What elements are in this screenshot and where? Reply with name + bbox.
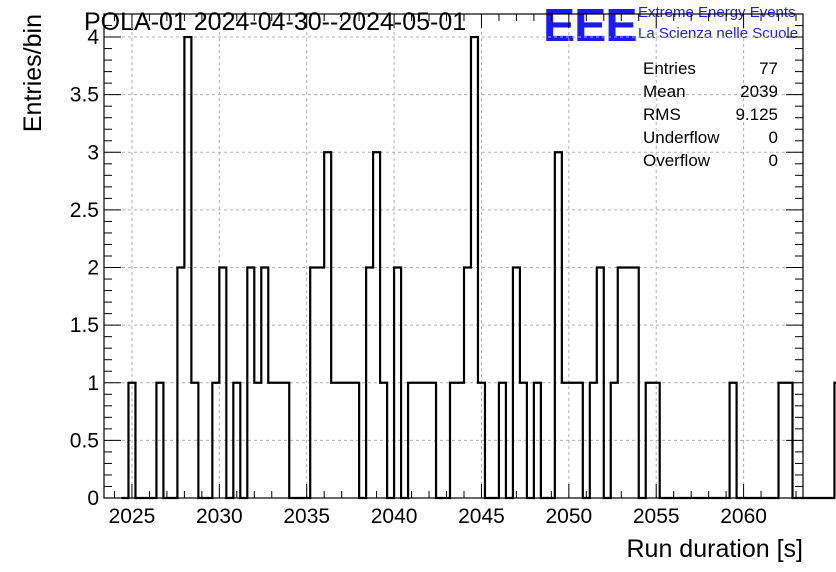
stat-value: 9.125 <box>735 105 778 124</box>
x-tick-label: 2045 <box>458 505 505 528</box>
stat-value: 0 <box>768 151 778 170</box>
y-tick-label: 0.5 <box>70 429 99 452</box>
stat-label: Overflow <box>643 151 711 170</box>
x-tick-label: 2055 <box>633 505 680 528</box>
x-tick-label: 2050 <box>545 505 592 528</box>
stat-label: RMS <box>643 105 681 124</box>
stat-value: 77 <box>759 59 778 78</box>
x-tick-label: 2035 <box>283 505 330 528</box>
x-tick-label: 2030 <box>196 505 243 528</box>
y-tick-label: 1 <box>87 372 99 395</box>
x-tick-label: 2025 <box>109 505 156 528</box>
y-axis-label: Entries/bin <box>19 14 47 132</box>
y-tick-label: 2 <box>87 257 99 280</box>
x-tick-label: 2060 <box>720 505 767 528</box>
stat-value: 0 <box>768 128 778 147</box>
y-tick-label: 1.5 <box>70 314 99 337</box>
y-tick-label: 2.5 <box>70 199 99 222</box>
stat-label: Underflow <box>643 128 720 147</box>
logo-text-line1: Extreme Energy Events <box>638 4 796 21</box>
histogram-series-line <box>121 35 836 500</box>
stat-label: Entries <box>643 59 696 78</box>
x-axis-label: Run duration [s] <box>627 535 804 563</box>
chart-title: POLA-01 2024-04-30--2024-05-01 <box>84 8 467 36</box>
stat-label: Mean <box>643 82 686 101</box>
logo-text-line2: La Scienza nelle Scuole <box>638 25 799 42</box>
y-tick-label: 3 <box>87 141 99 164</box>
y-tick-label: 0 <box>87 487 99 510</box>
y-tick-label: 4 <box>87 26 99 49</box>
stat-value: 2039 <box>740 82 778 101</box>
y-tick-label: 3.5 <box>70 84 99 107</box>
x-tick-label: 2040 <box>371 505 418 528</box>
eee-logo: EEE <box>543 0 638 51</box>
